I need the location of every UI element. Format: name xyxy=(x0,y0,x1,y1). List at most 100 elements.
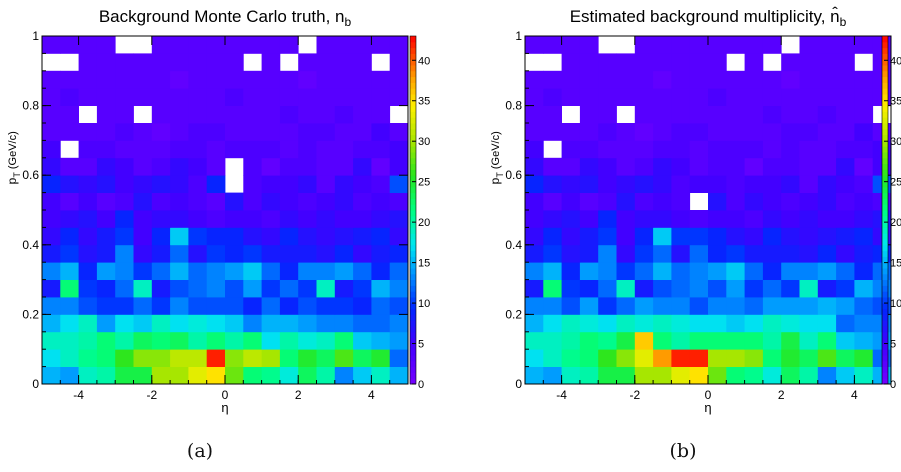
color-bar-segment xyxy=(882,70,888,78)
x-tick-label: -2 xyxy=(629,388,640,402)
heatmap-cell xyxy=(96,227,116,246)
color-bar-segment xyxy=(410,163,416,170)
color-bar-segment xyxy=(410,41,416,49)
heatmap-cell xyxy=(598,331,617,350)
heatmap-cell xyxy=(243,262,262,280)
heatmap-cell xyxy=(225,366,244,385)
color-bar-segment xyxy=(882,94,888,101)
heatmap-cell xyxy=(115,279,134,298)
color-bar-segment xyxy=(882,227,888,234)
heatmap-cell xyxy=(781,262,800,280)
color-bar-tick-label: 25 xyxy=(890,177,901,189)
heatmap-cell xyxy=(543,349,562,367)
heatmap-cell xyxy=(243,70,262,89)
heatmap-cell xyxy=(579,210,599,228)
heatmap-cell xyxy=(634,157,654,176)
color-bar-segment xyxy=(882,349,888,356)
heatmap-cell xyxy=(96,297,116,315)
heatmap-cell xyxy=(634,105,654,124)
x-tick-label: 2 xyxy=(778,388,785,402)
heatmap-cell xyxy=(115,192,134,211)
color-bar-segment xyxy=(410,65,416,72)
color-bar-segment xyxy=(410,204,416,211)
heatmap-cell xyxy=(579,244,599,263)
heatmap-cell xyxy=(561,244,581,263)
heatmap-cell xyxy=(836,175,855,193)
heatmap-cell xyxy=(42,157,61,176)
heatmap-cell xyxy=(206,244,226,263)
heatmap-cell xyxy=(653,244,672,263)
heatmap-cell xyxy=(744,210,764,228)
heatmap-cell xyxy=(744,262,764,280)
color-bar-segment xyxy=(410,152,416,159)
heatmap-cell xyxy=(799,244,819,263)
heatmap-cell xyxy=(298,331,317,350)
heatmap-cell xyxy=(634,366,654,385)
color-bar-segment xyxy=(882,326,888,333)
color-bar-segment xyxy=(410,227,416,234)
heatmap-cell xyxy=(243,227,262,246)
heatmap-cell xyxy=(744,157,764,176)
heatmap-cell xyxy=(744,279,764,298)
heatmap-cell xyxy=(579,366,599,385)
heatmap-cell xyxy=(78,157,98,176)
heatmap-cell xyxy=(261,88,281,106)
heatmap-cell xyxy=(854,297,874,315)
heatmap-cell xyxy=(579,349,599,367)
heatmap-cell xyxy=(799,366,819,385)
color-bar-tick-label: 40 xyxy=(890,55,901,67)
heatmap-cell xyxy=(279,175,299,193)
heatmap-cell xyxy=(762,140,782,159)
heatmap-cell xyxy=(653,105,672,124)
heatmap-cell xyxy=(799,70,819,89)
color-bar-segment xyxy=(882,99,888,107)
heatmap-cell xyxy=(543,227,562,246)
heatmap-cell xyxy=(261,349,281,367)
heatmap-cell xyxy=(561,349,581,367)
heatmap-cell xyxy=(762,175,782,193)
heatmap-cell xyxy=(353,157,372,176)
heatmap-cell xyxy=(206,88,226,106)
heatmap-cell xyxy=(96,175,116,193)
heatmap-cell xyxy=(115,140,134,159)
heatmap-cell xyxy=(525,192,544,211)
heatmap-cell xyxy=(60,157,79,176)
heatmap-cell xyxy=(762,297,782,315)
heatmap-cell xyxy=(708,279,727,298)
heatmap-cell xyxy=(316,88,336,106)
heatmap-cell xyxy=(170,123,189,141)
color-bar-segment xyxy=(882,105,888,112)
heatmap-cell xyxy=(225,36,244,54)
heatmap-cell xyxy=(78,227,98,246)
heatmap-cell xyxy=(799,331,819,350)
heatmap-cell xyxy=(42,297,61,315)
heatmap-cell xyxy=(316,297,336,315)
color-bar-segment xyxy=(882,76,888,83)
heatmap-cell xyxy=(598,297,617,315)
heatmap-cell xyxy=(543,105,562,124)
heatmap-cell xyxy=(653,262,672,280)
heatmap-cell xyxy=(543,70,562,89)
heatmap-cell xyxy=(206,123,226,141)
heatmap-cell xyxy=(243,105,262,124)
heatmap-cell xyxy=(243,123,262,141)
heatmap-cell xyxy=(298,262,317,280)
heatmap-cell xyxy=(616,175,636,193)
heatmap-cell xyxy=(561,140,581,159)
heatmap-cell xyxy=(817,314,837,333)
heatmap-cell xyxy=(781,297,800,315)
heatmap-cell xyxy=(781,105,800,124)
caption-b: (b) xyxy=(669,440,697,462)
heatmap-cell xyxy=(744,105,764,124)
heatmap-cell xyxy=(389,157,409,176)
heatmap-cell xyxy=(170,210,189,228)
heatmap-cell xyxy=(799,36,819,54)
heatmap-cell xyxy=(78,244,98,263)
color-bar: 0 5 10 15 20 25 30 35 40 xyxy=(881,35,901,391)
color-bar-segment xyxy=(882,146,888,153)
heatmap-cell xyxy=(261,123,281,141)
heatmap-cell xyxy=(353,279,372,298)
heatmap-cell xyxy=(671,140,691,159)
